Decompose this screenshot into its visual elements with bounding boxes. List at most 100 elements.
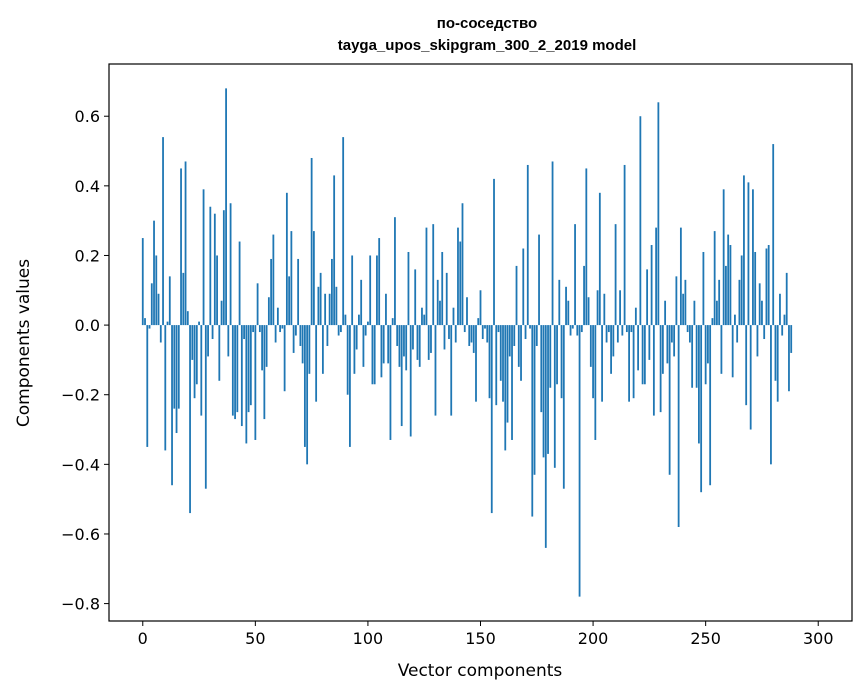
bar-31 (211, 325, 214, 340)
chart-title-line-1: по-соседство (437, 15, 537, 32)
chart-title-line-2: tayga_upos_skipgram_300_2_2019 model (338, 37, 637, 54)
bar-248 (700, 325, 703, 493)
bar-247 (698, 325, 700, 444)
bar-71 (301, 325, 304, 364)
bar-234 (668, 325, 671, 475)
bar-6 (155, 255, 158, 326)
bar-104 (376, 255, 378, 326)
bar-253 (711, 318, 714, 326)
bar-201 (594, 325, 597, 440)
bar-108 (385, 293, 387, 326)
bar-120 (412, 325, 414, 350)
bar-278 (767, 245, 770, 326)
bar-114 (398, 325, 401, 367)
bar-130 (434, 325, 437, 416)
bar-0 (141, 238, 144, 326)
x-tick-label: 250 (690, 629, 721, 648)
bar-56 (267, 297, 270, 326)
bar-18 (182, 272, 185, 326)
bar-33 (216, 255, 218, 326)
bar-155 (490, 325, 493, 514)
bar-10 (164, 325, 167, 451)
bar-93 (351, 255, 354, 326)
bar-137 (450, 325, 453, 416)
bar-206 (605, 325, 608, 343)
bar-142 (461, 203, 464, 326)
bar-261 (729, 245, 732, 326)
bar-91 (346, 325, 349, 395)
bar-162 (506, 325, 509, 423)
bar-205 (603, 293, 606, 326)
bar-171 (526, 164, 529, 326)
bar-52 (258, 325, 261, 333)
bar-20 (186, 311, 189, 326)
bar-197 (585, 168, 588, 326)
bar-147 (472, 325, 475, 353)
bar-28 (204, 325, 207, 489)
bar-271 (752, 189, 754, 326)
bar-164 (511, 325, 513, 440)
x-axis-ticks: 0 50 100 150 200 250 300 (138, 621, 834, 648)
bar-135 (445, 272, 448, 326)
bar-60 (276, 307, 279, 326)
bar-145 (468, 325, 471, 346)
bar-196 (583, 265, 585, 326)
bar-275 (761, 300, 763, 326)
bar-97 (360, 279, 363, 326)
bar-260 (727, 234, 730, 326)
bar-23 (193, 325, 196, 399)
bar-288 (790, 325, 793, 353)
bar-69 (297, 258, 300, 326)
bar-58 (272, 234, 275, 326)
bar-89 (342, 137, 345, 326)
bar-187 (562, 325, 565, 489)
bar-132 (439, 300, 441, 326)
bar-87 (337, 325, 340, 336)
bar-225 (648, 325, 651, 360)
bar-90 (344, 314, 347, 326)
bar-129 (432, 224, 435, 326)
bar-51 (256, 283, 259, 326)
bar-30 (209, 206, 212, 326)
bar-107 (382, 325, 385, 364)
bar-44 (240, 325, 243, 427)
bar-84 (331, 258, 333, 326)
bar-148 (475, 325, 477, 402)
bar-228 (655, 227, 658, 326)
bar-254 (713, 231, 716, 326)
bar-262 (731, 325, 734, 378)
bar-139 (454, 325, 457, 343)
bar-80 (321, 325, 324, 374)
y-tick-label: −0.4 (61, 455, 100, 474)
bar-118 (407, 251, 410, 326)
bar-103 (373, 325, 376, 385)
bar-92 (349, 325, 351, 447)
bar-16 (177, 325, 180, 409)
bar-32 (213, 213, 216, 326)
bar-74 (308, 325, 311, 374)
bar-47 (247, 325, 250, 413)
bar-76 (312, 231, 315, 326)
y-axis-ticks: −0.8 −0.6 −0.4 −0.2 0.0 0.2 0.4 0.6 (61, 107, 109, 614)
bar-116 (403, 325, 405, 357)
bar-245 (693, 300, 696, 326)
bar-168 (520, 325, 522, 381)
bar-237 (675, 276, 678, 326)
bar-72 (303, 325, 306, 447)
bar-226 (650, 245, 653, 326)
bar-105 (378, 238, 381, 326)
bar-49 (252, 325, 254, 333)
bar-126 (425, 227, 428, 326)
bar-199 (589, 325, 592, 367)
bar-167 (517, 325, 520, 367)
bar-34 (218, 325, 221, 381)
bar-156 (493, 178, 495, 326)
bar-191 (571, 325, 574, 329)
bar-153 (486, 325, 489, 343)
bar-223 (643, 325, 646, 385)
bar-217 (630, 325, 633, 333)
bar-220 (637, 325, 640, 371)
bar-63 (283, 325, 286, 392)
bar-37 (225, 88, 227, 326)
bar-215 (625, 325, 628, 333)
